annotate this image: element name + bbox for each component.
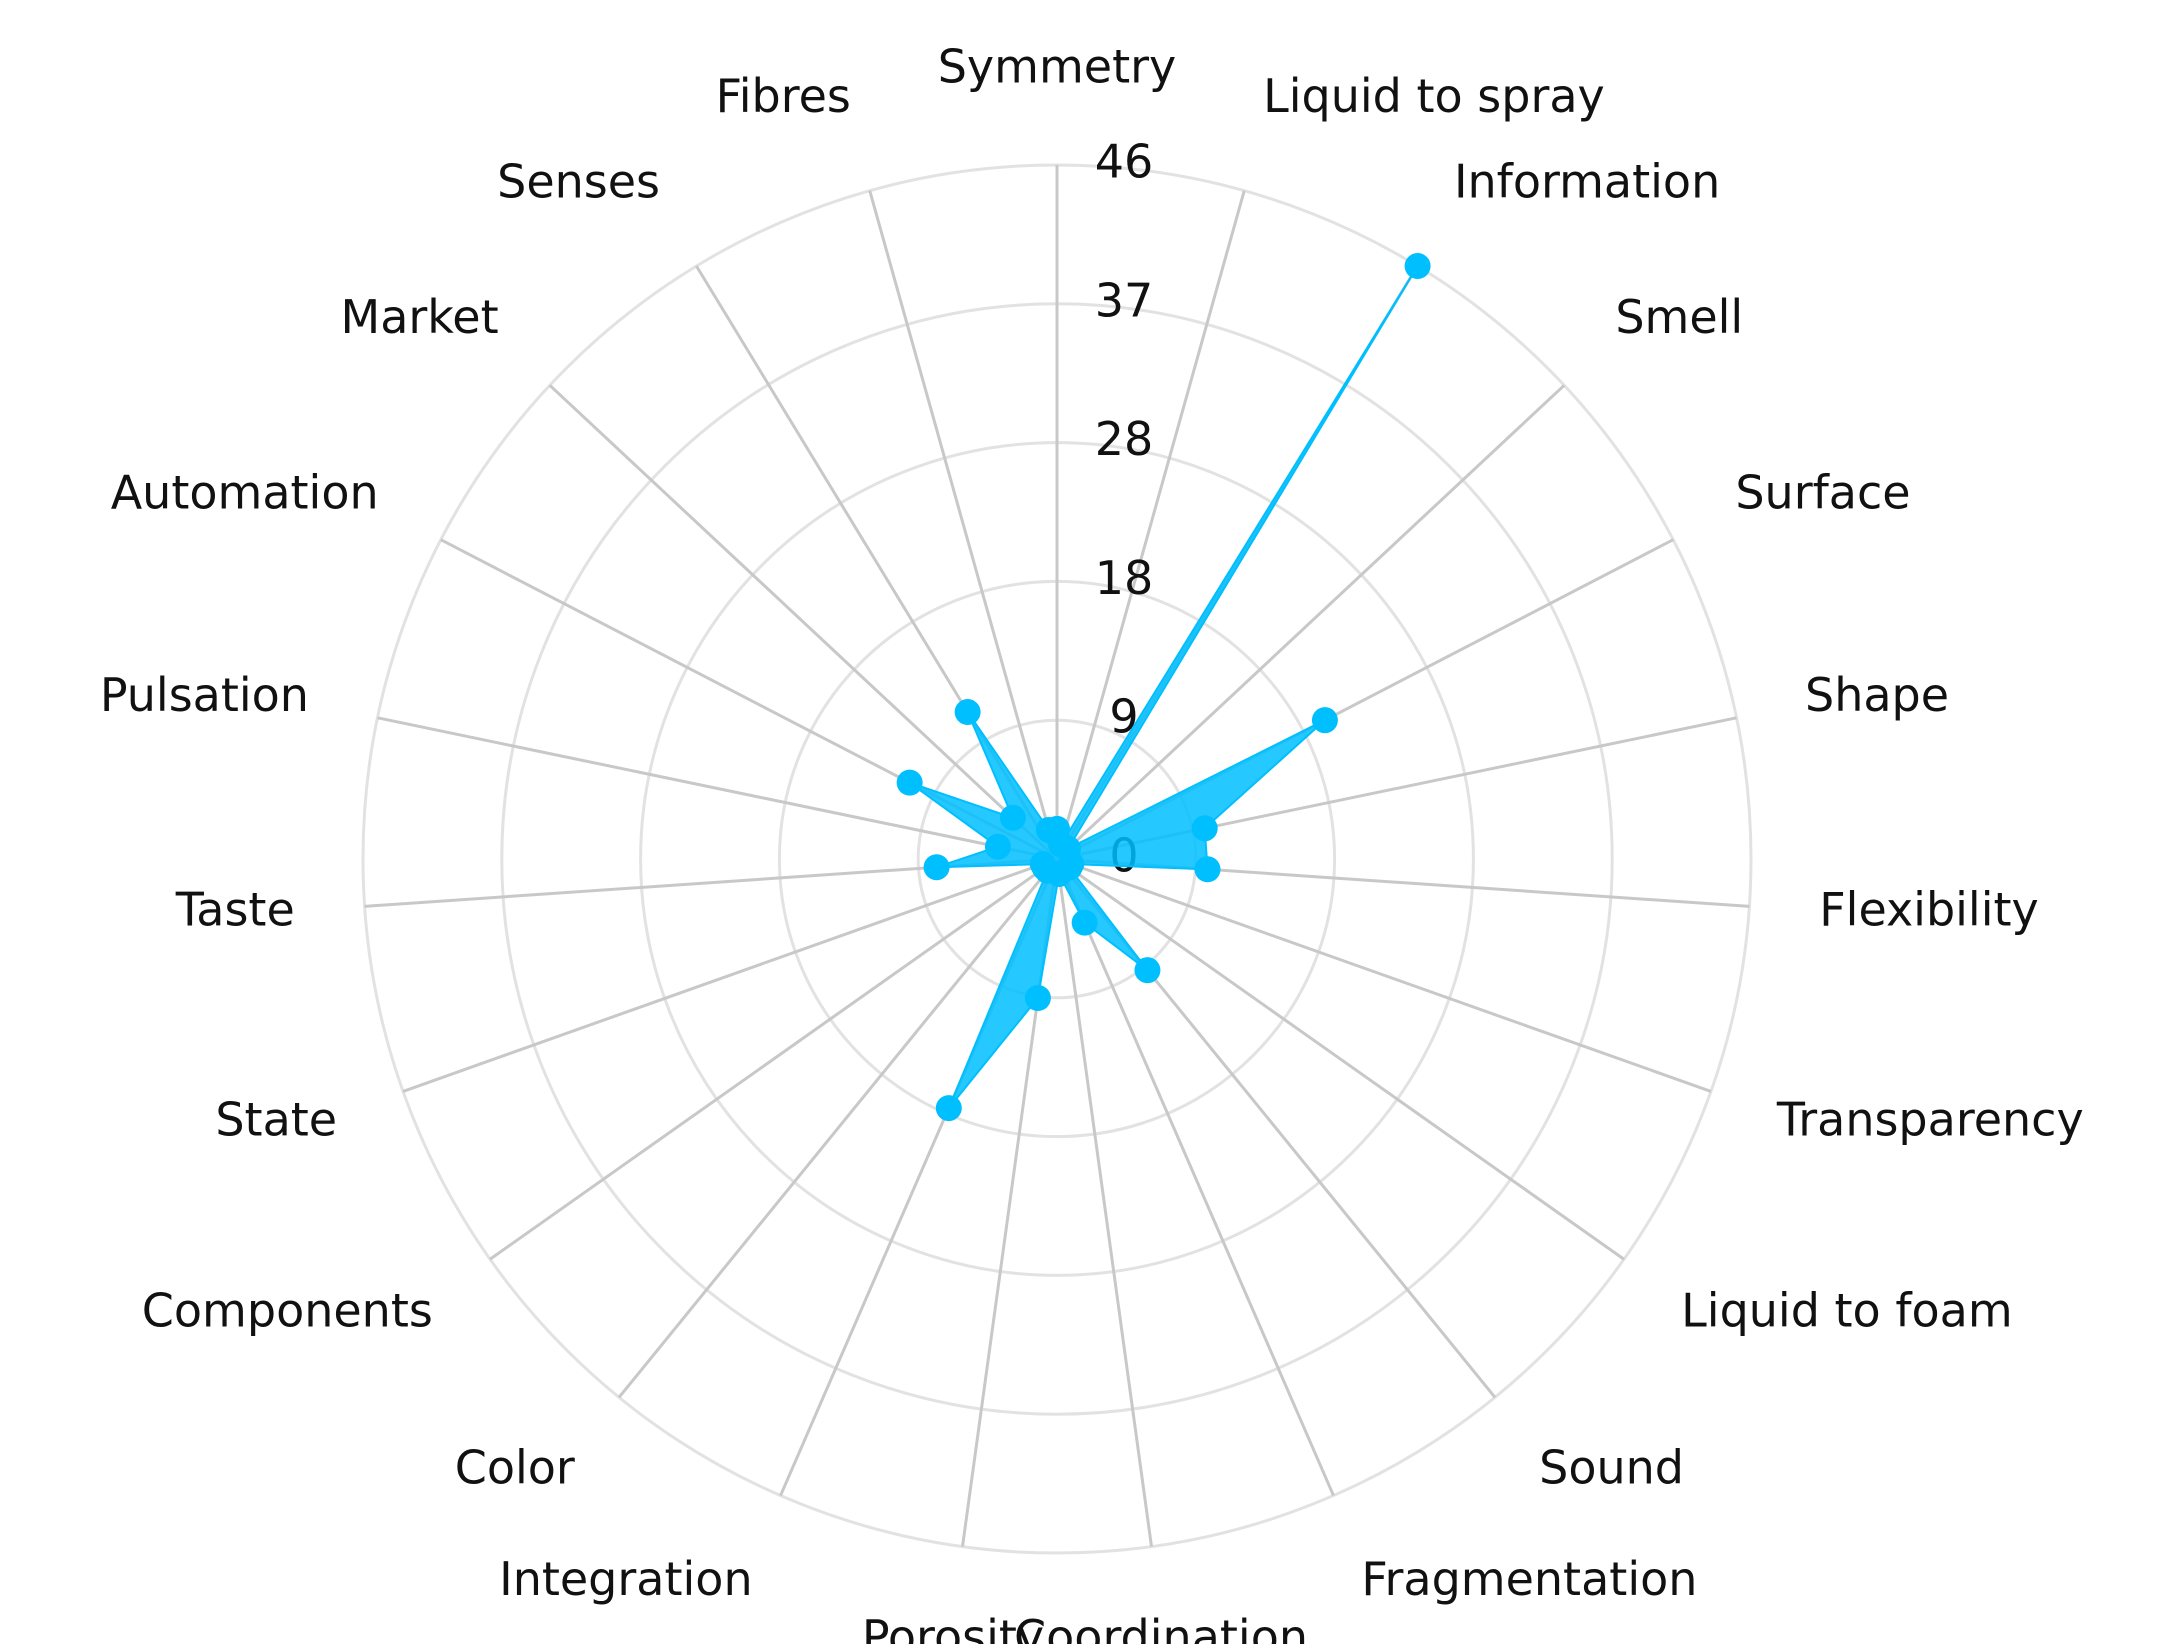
r-tick-label: 46 [1095, 135, 1154, 189]
category-label: Information [1454, 154, 1720, 208]
spoke [1055, 190, 1246, 860]
category-label: Transparency [1776, 1093, 2084, 1147]
spoke [617, 858, 1059, 1399]
category-label: Surface [1735, 466, 1910, 520]
data-point [1029, 851, 1056, 878]
category-label: Smell [1615, 290, 1743, 344]
r-tick-label: 18 [1095, 551, 1154, 605]
spoke [489, 857, 1058, 1261]
r-tick-label: 37 [1095, 273, 1154, 327]
category-label: Liquid to foam [1681, 1284, 2013, 1338]
r-tick-label: 28 [1095, 412, 1154, 466]
data-point [1191, 815, 1218, 842]
category-label: Flexibility [1819, 882, 2039, 936]
category-label: Automation [111, 466, 379, 520]
data-point [999, 804, 1026, 831]
spoke [1055, 384, 1566, 861]
data-point [1024, 985, 1051, 1012]
category-label: Fibres [716, 69, 851, 123]
category-label: Senses [497, 154, 660, 208]
data-point [1071, 909, 1098, 936]
category-label: Symmetry [938, 40, 1177, 94]
data-point [896, 769, 923, 796]
category-label: Pulsation [100, 668, 309, 722]
spoke [377, 716, 1058, 861]
data-point [984, 833, 1011, 860]
spoke [1056, 857, 1625, 1261]
spoke [868, 190, 1059, 860]
category-label: Sound [1539, 1441, 1684, 1495]
spoke [548, 384, 1059, 861]
data-area [909, 265, 1419, 1109]
category-label: Fragmentation [1361, 1552, 1697, 1606]
category-label: Taste [175, 882, 295, 936]
data-point [1194, 856, 1221, 883]
data-point [1134, 957, 1161, 984]
data-point [1311, 707, 1338, 734]
spoke [402, 857, 1058, 1093]
category-label: Liquid to spray [1263, 69, 1605, 123]
category-label: Shape [1805, 668, 1949, 722]
category-label: Porosity [862, 1610, 1044, 1644]
spoke [1056, 857, 1712, 1093]
spoke [1055, 858, 1153, 1547]
data-point [935, 1095, 962, 1122]
category-label: Coordination [1014, 1610, 1308, 1644]
category-label: Integration [499, 1552, 752, 1606]
category-label: Components [142, 1284, 433, 1338]
data-point [1035, 816, 1062, 843]
category-label: Market [341, 290, 499, 344]
data-point [954, 699, 981, 726]
spoke [1055, 858, 1335, 1497]
category-label: State [215, 1093, 337, 1147]
data-point [1404, 253, 1431, 280]
category-label: Color [455, 1441, 575, 1495]
data-point [923, 854, 950, 881]
